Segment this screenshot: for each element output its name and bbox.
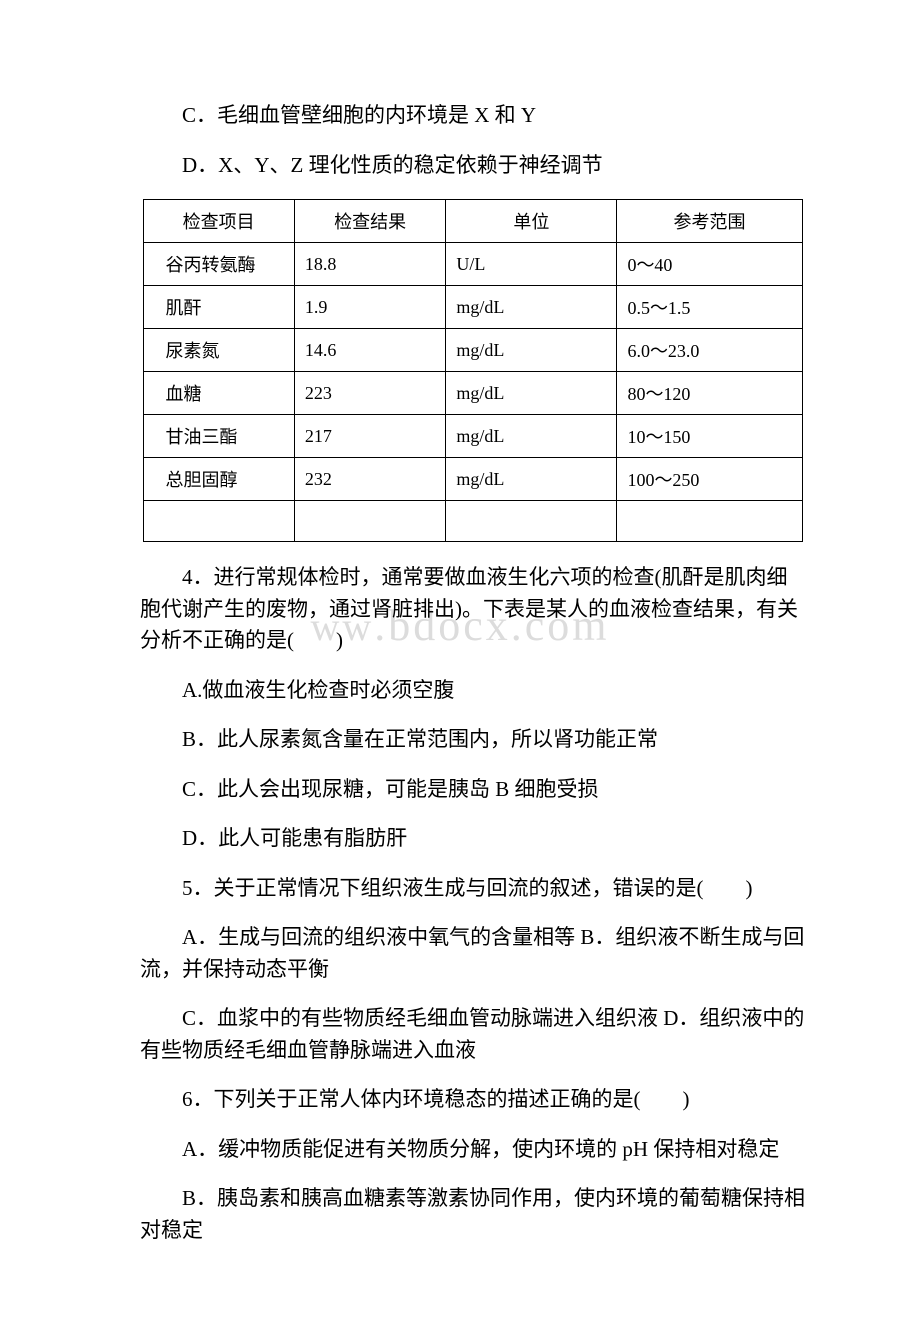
option-c-q3: C．毛细血管壁细胞的内环境是 X 和 Y xyxy=(140,100,805,132)
cell-range: 10～150 xyxy=(617,415,802,458)
q5-opt-cd: C．血浆中的有些物质经毛细血管动脉端进入组织液 D．组织液中的有些物质经毛细血管… xyxy=(140,1003,805,1066)
cell-range: 100～250 xyxy=(617,458,802,501)
q5-opt-ab: A．生成与回流的组织液中氧气的含量相等 B．组织液不断生成与回流，并保持动态平衡 xyxy=(140,922,805,985)
q6-opt-b: B．胰岛素和胰高血糖素等激素协同作用，使内环境的葡萄糖保持相对稳定 xyxy=(140,1183,805,1246)
table-row: 总胆固醇 232 mg/dL 100～250 xyxy=(143,458,802,501)
cell-unit: mg/dL xyxy=(446,415,617,458)
th-result: 检查结果 xyxy=(294,200,446,243)
cell-range: 80～120 xyxy=(617,372,802,415)
cell-result: 223 xyxy=(294,372,446,415)
table-header-row: 检查项目 检查结果 单位 参考范围 xyxy=(143,200,802,243)
cell-result: 217 xyxy=(294,415,446,458)
cell-range: 0～40 xyxy=(617,243,802,286)
cell-unit: U/L xyxy=(446,243,617,286)
cell-unit: mg/dL xyxy=(446,458,617,501)
q4-opt-a: A.做血液生化检查时必须空腹 xyxy=(140,675,805,707)
table-row: 甘油三酯 217 mg/dL 10～150 xyxy=(143,415,802,458)
blood-test-table: 检查项目 检查结果 单位 参考范围 谷丙转氨酶 18.8 U/L 0～40 肌酐… xyxy=(143,199,803,542)
table-row: 肌酐 1.9 mg/dL 0.5～1.5 xyxy=(143,286,802,329)
cell-range: 0.5～1.5 xyxy=(617,286,802,329)
document-content: C．毛细血管壁细胞的内环境是 X 和 Y D．X、Y、Z 理化性质的稳定依赖于神… xyxy=(140,100,805,1246)
cell-result: 1.9 xyxy=(294,286,446,329)
cell-empty xyxy=(143,501,294,542)
q4-opt-c: C．此人会出现尿糖，可能是胰岛 B 细胞受损 xyxy=(140,774,805,806)
cell-result: 14.6 xyxy=(294,329,446,372)
table-row: 谷丙转氨酶 18.8 U/L 0～40 xyxy=(143,243,802,286)
q4-stem: 4．进行常规体检时，通常要做血液生化六项的检查(肌酐是肌肉细胞代谢产生的废物，通… xyxy=(140,562,805,657)
table-row: 尿素氮 14.6 mg/dL 6.0～23.0 xyxy=(143,329,802,372)
th-range: 参考范围 xyxy=(617,200,802,243)
cell-item: 总胆固醇 xyxy=(143,458,294,501)
q5-stem: 5．关于正常情况下组织液生成与回流的叙述，错误的是( ) xyxy=(140,873,805,905)
table-row: 血糖 223 mg/dL 80～120 xyxy=(143,372,802,415)
cell-unit: mg/dL xyxy=(446,286,617,329)
cell-unit: mg/dL xyxy=(446,372,617,415)
cell-result: 232 xyxy=(294,458,446,501)
cell-item: 血糖 xyxy=(143,372,294,415)
cell-item: 肌酐 xyxy=(143,286,294,329)
cell-item: 甘油三酯 xyxy=(143,415,294,458)
cell-range: 6.0～23.0 xyxy=(617,329,802,372)
q4-opt-d: D．此人可能患有脂肪肝 xyxy=(140,823,805,855)
cell-empty xyxy=(446,501,617,542)
cell-empty xyxy=(617,501,802,542)
th-item: 检查项目 xyxy=(143,200,294,243)
q6-stem: 6．下列关于正常人体内环境稳态的描述正确的是( ) xyxy=(140,1084,805,1116)
q6-opt-a: A．缓冲物质能促进有关物质分解，使内环境的 pH 保持相对稳定 xyxy=(140,1134,805,1166)
option-d-q3: D．X、Y、Z 理化性质的稳定依赖于神经调节 xyxy=(140,150,805,182)
cell-item: 尿素氮 xyxy=(143,329,294,372)
cell-empty xyxy=(294,501,446,542)
cell-result: 18.8 xyxy=(294,243,446,286)
q4-opt-b: B．此人尿素氮含量在正常范围内，所以肾功能正常 xyxy=(140,724,805,756)
table-row-empty xyxy=(143,501,802,542)
cell-item: 谷丙转氨酶 xyxy=(143,243,294,286)
th-unit: 单位 xyxy=(446,200,617,243)
cell-unit: mg/dL xyxy=(446,329,617,372)
